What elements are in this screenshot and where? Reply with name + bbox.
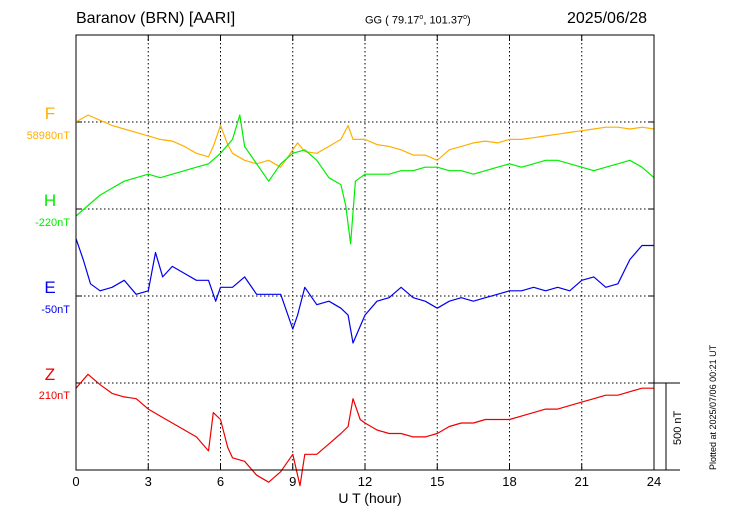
degree-mark-1: o	[419, 14, 424, 21]
x-axis-label: U T (hour)	[338, 490, 402, 506]
series-layer	[75, 114, 655, 487]
comp-letter-F: F	[44, 104, 56, 123]
x-tick-label-21: 21	[574, 474, 589, 489]
scale-bar-label: 500 nT	[672, 410, 684, 445]
comp-baseline-E: -50nT	[41, 304, 70, 316]
x-tick-label-18: 18	[502, 474, 517, 489]
x-tick-label-9: 9	[289, 474, 297, 489]
date-label: 2025/06/28	[567, 10, 648, 27]
comp-letter-Z: Z	[44, 365, 56, 384]
degree-mark-2: o	[463, 14, 467, 21]
x-tick-label-0: 0	[72, 474, 80, 489]
coordinates-close: )	[467, 14, 471, 27]
x-tick-label-15: 15	[430, 474, 445, 489]
coordinates: GG ( 79.17o, 101.37o)	[365, 14, 471, 27]
station-title: Baranov (BRN) [AARI]	[76, 10, 236, 27]
x-tick-label-24: 24	[646, 474, 662, 489]
grid	[75, 35, 655, 470]
plot-frame	[75, 34, 655, 471]
comp-baseline-F: 58980nT	[26, 130, 70, 142]
series-line-E	[75, 238, 654, 344]
comp-letter-E: E	[44, 278, 56, 297]
coordinates-lat: GG ( 79.17	[365, 14, 420, 27]
x-tick-label-3: 3	[144, 474, 152, 489]
series-line-F	[75, 114, 655, 168]
x-tick-label-6: 6	[216, 474, 225, 489]
plotted-timestamp: Plotted at 2025/07/06 00:21 UT	[708, 344, 718, 470]
scale-bar	[654, 382, 680, 471]
comp-letter-H: H	[43, 191, 57, 210]
series-line-H	[75, 114, 655, 245]
x-tick-label-12: 12	[357, 474, 373, 489]
comp-baseline-Z: 210nT	[38, 390, 70, 402]
coordinates-lon: , 101.37	[423, 14, 464, 27]
series-line-Z	[75, 373, 654, 487]
comp-baseline-H: -220nT	[35, 217, 70, 229]
